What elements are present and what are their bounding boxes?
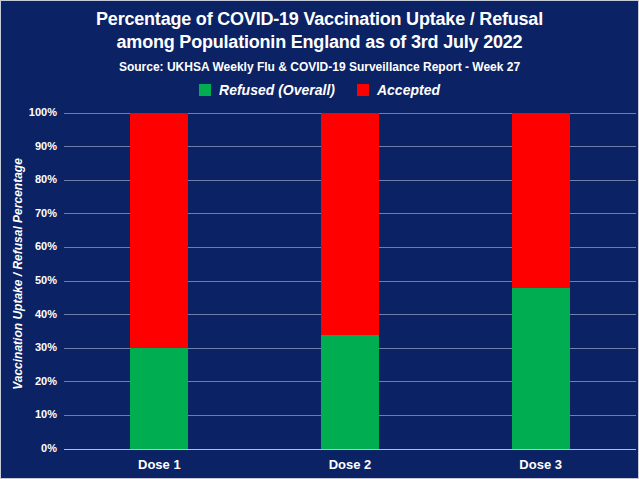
- refused-swatch-icon: [199, 84, 211, 96]
- accepted-legend-label: Accepted: [377, 82, 440, 98]
- y-tick-label-80%: 80%: [13, 173, 57, 185]
- legend-item-accepted: Accepted: [357, 82, 440, 98]
- y-tick-label-60%: 60%: [13, 240, 57, 252]
- y-tick-label-20%: 20%: [13, 375, 57, 387]
- chart-frame: Percentage of COVID-19 Vaccination Uptak…: [0, 0, 639, 479]
- x-label-dose-3: Dose 3: [481, 457, 601, 472]
- y-tick-label-100%: 100%: [13, 106, 57, 118]
- y-tick-label-70%: 70%: [13, 207, 57, 219]
- x-label-dose-2: Dose 2: [290, 457, 410, 472]
- bar-dose-2: [321, 113, 379, 449]
- y-tick-label-50%: 50%: [13, 274, 57, 286]
- y-tick-label-0%: 0%: [13, 442, 57, 454]
- plot-area: [64, 113, 636, 449]
- segment-accepted-dose-2: [321, 113, 379, 335]
- legend-item-refused: Refused (Overall): [199, 82, 335, 98]
- refused-legend-label: Refused (Overall): [219, 82, 335, 98]
- x-label-dose-1: Dose 1: [99, 457, 219, 472]
- y-tick-label-30%: 30%: [13, 341, 57, 353]
- segment-refused-overall-dose-1: [130, 348, 188, 449]
- chart-source: Source: UKHSA Weekly Flu & COVID-19 Surv…: [1, 60, 638, 74]
- legend: Refused (Overall) Accepted: [1, 82, 638, 98]
- segment-refused-overall-dose-2: [321, 335, 379, 449]
- chart-title-line2: among Populationin England as of 3rd Jul…: [1, 32, 638, 53]
- chart-title-line1: Percentage of COVID-19 Vaccination Uptak…: [1, 9, 638, 30]
- segment-refused-overall-dose-3: [512, 288, 570, 449]
- y-tick-label-90%: 90%: [13, 140, 57, 152]
- y-tick-label-10%: 10%: [13, 408, 57, 420]
- segment-accepted-dose-3: [512, 113, 570, 288]
- bar-dose-1: [130, 113, 188, 449]
- segment-accepted-dose-1: [130, 113, 188, 348]
- bar-dose-3: [512, 113, 570, 449]
- accepted-swatch-icon: [357, 84, 369, 96]
- y-tick-label-40%: 40%: [13, 308, 57, 320]
